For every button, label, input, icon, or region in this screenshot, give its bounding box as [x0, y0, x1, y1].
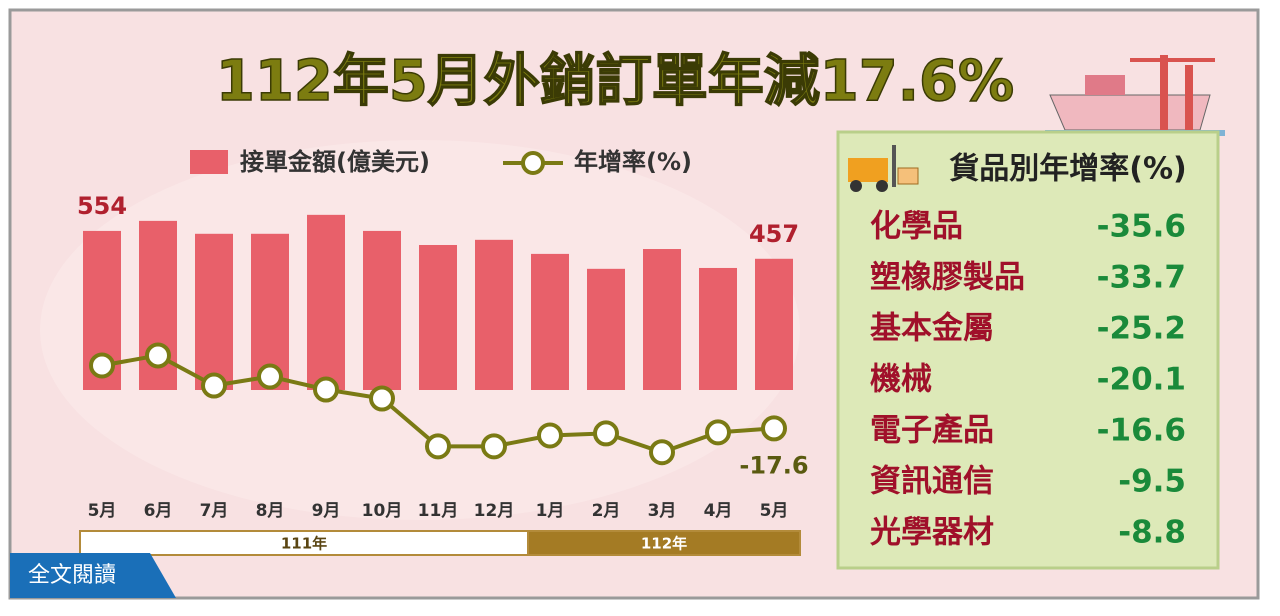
forklift-icon: [848, 145, 919, 192]
legend-swatch-point: [521, 151, 545, 175]
point: [705, 419, 731, 446]
data-label: 457: [749, 220, 799, 248]
bar: [755, 258, 793, 390]
point: [201, 372, 227, 399]
bar: [643, 249, 681, 390]
legend-label: 年增率(%): [574, 148, 692, 176]
product-panel: [836, 130, 1220, 570]
read-more-button[interactable]: [10, 553, 176, 598]
data-label: -17.6: [739, 451, 808, 479]
x-tick-label: 3月: [648, 501, 677, 521]
bar: [195, 233, 233, 390]
x-tick-label: 8月: [256, 501, 285, 521]
x-tick-label: 4月: [704, 501, 733, 521]
period-band: [79, 530, 529, 556]
product-name: 光學器材: [870, 515, 994, 551]
x-tick-label: 5月: [760, 501, 789, 521]
point: [593, 420, 619, 447]
point: [761, 415, 787, 442]
bar: [363, 230, 401, 390]
product-name: 機械: [870, 362, 932, 398]
product-value: -33.7: [1097, 260, 1186, 296]
point: [537, 422, 563, 449]
headline: 112年5月外銷訂單年減17.6%: [216, 49, 1014, 114]
point: [425, 433, 451, 460]
product-name: 化學品: [870, 209, 963, 245]
product-value: -20.1: [1097, 362, 1186, 398]
x-tick-label: 6月: [144, 501, 173, 521]
x-tick-label: 5月: [88, 501, 117, 521]
x-tick-label: 1月: [536, 501, 565, 521]
bar: [531, 253, 569, 390]
panel-title: 貨品別年增率(%): [949, 152, 1186, 187]
x-tick-label: 2月: [592, 501, 621, 521]
point: [481, 433, 507, 460]
x-tick-label: 12月: [474, 501, 515, 521]
product-value: -35.6: [1097, 209, 1186, 245]
legend-swatch-bar: [190, 150, 228, 174]
point: [369, 385, 395, 412]
x-tick-label: 7月: [200, 501, 229, 521]
bar: [419, 244, 457, 390]
read-more-label[interactable]: 全文閱讀: [28, 563, 116, 588]
product-name: 電子產品: [870, 413, 994, 449]
product-name: 資訊通信: [870, 464, 994, 500]
period-label: 111年: [281, 535, 327, 553]
point: [313, 376, 339, 403]
point: [145, 342, 171, 369]
x-tick-label: 10月: [362, 501, 403, 521]
x-tick-label: 11月: [418, 501, 459, 521]
bar: [699, 267, 737, 390]
product-name: 塑橡膠製品: [870, 260, 1025, 296]
period-band: [527, 530, 801, 556]
x-tick-label: 9月: [312, 501, 341, 521]
point: [257, 363, 283, 390]
product-value: -25.2: [1097, 311, 1186, 347]
product-name: 基本金屬: [870, 311, 994, 347]
bar: [475, 239, 513, 390]
product-value: -9.5: [1118, 464, 1186, 500]
data-label: 554: [77, 192, 127, 220]
product-value: -8.8: [1118, 515, 1186, 551]
point: [649, 439, 675, 466]
period-label: 112年: [641, 535, 687, 553]
legend-label: 接單金額(億美元): [240, 148, 430, 176]
product-value: -16.6: [1097, 413, 1186, 449]
bar: [307, 214, 345, 390]
bar: [587, 268, 625, 390]
point: [89, 352, 115, 379]
